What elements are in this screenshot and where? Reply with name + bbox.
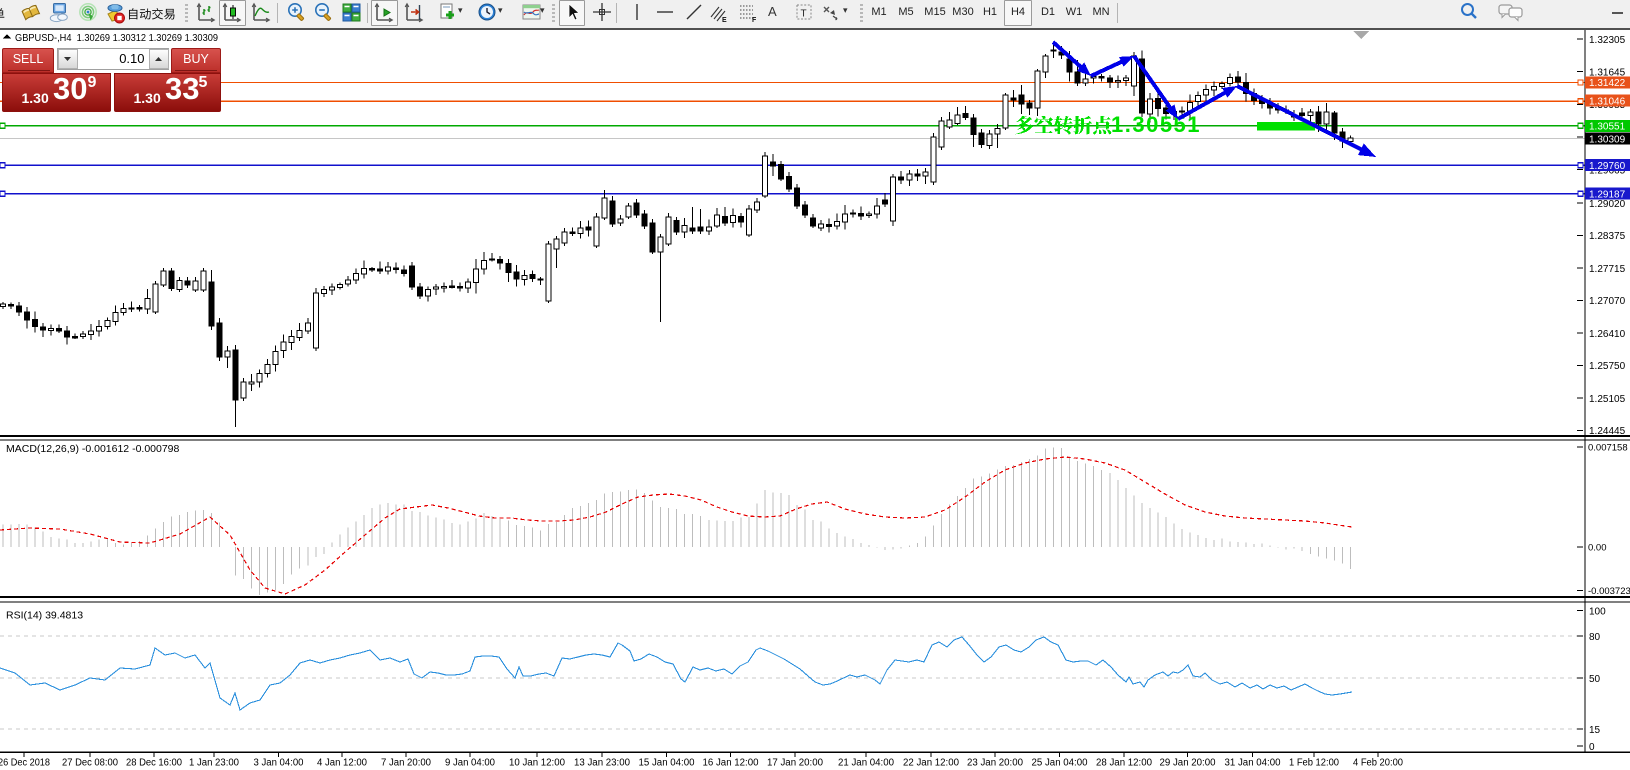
svg-text:1.29187: 1.29187 bbox=[1589, 189, 1626, 200]
svg-text:4 Jan 12:00: 4 Jan 12:00 bbox=[317, 758, 367, 769]
svg-text:GBPUSD-,H4 1.30269 1.30312 1.: GBPUSD-,H4 1.30269 1.30312 1.30269 1.303… bbox=[15, 32, 218, 44]
svg-text:-0.003723: -0.003723 bbox=[1588, 586, 1630, 597]
svg-text:F: F bbox=[752, 17, 757, 24]
svg-text:28 Dec 16:00: 28 Dec 16:00 bbox=[126, 758, 182, 769]
svg-text:1.24445: 1.24445 bbox=[1589, 426, 1626, 437]
svg-text:1.31645: 1.31645 bbox=[1589, 67, 1626, 78]
svg-text:1.26410: 1.26410 bbox=[1589, 329, 1626, 340]
svg-text:26 Dec 2018: 26 Dec 2018 bbox=[0, 758, 50, 769]
svg-text:80: 80 bbox=[1589, 632, 1601, 643]
svg-text:1.25105: 1.25105 bbox=[1589, 394, 1626, 405]
svg-text:1.27070: 1.27070 bbox=[1589, 296, 1626, 307]
svg-text:15 Jan 04:00: 15 Jan 04:00 bbox=[639, 758, 695, 769]
svg-text:1 Jan 23:00: 1 Jan 23:00 bbox=[189, 758, 239, 769]
svg-text:0: 0 bbox=[1589, 742, 1595, 753]
svg-text:13 Jan 23:00: 13 Jan 23:00 bbox=[574, 758, 630, 769]
svg-text:E: E bbox=[722, 17, 727, 24]
svg-text:3 Jan 04:00: 3 Jan 04:00 bbox=[254, 758, 304, 769]
svg-text:16 Jan 12:00: 16 Jan 12:00 bbox=[703, 758, 759, 769]
svg-text:15: 15 bbox=[1589, 725, 1601, 736]
svg-text:T: T bbox=[801, 9, 807, 20]
svg-text:1.25750: 1.25750 bbox=[1589, 361, 1626, 372]
svg-text:22 Jan 12:00: 22 Jan 12:00 bbox=[903, 758, 959, 769]
svg-text:10 Jan 12:00: 10 Jan 12:00 bbox=[509, 758, 565, 769]
svg-text:28 Jan 12:00: 28 Jan 12:00 bbox=[1096, 758, 1152, 769]
svg-text:50: 50 bbox=[1589, 674, 1601, 685]
svg-text:1.31422: 1.31422 bbox=[1589, 78, 1626, 89]
svg-text:21 Jan 04:00: 21 Jan 04:00 bbox=[838, 758, 894, 769]
svg-text:MACD(12,26,9) -0.001612 -0.000: MACD(12,26,9) -0.001612 -0.000798 bbox=[6, 443, 180, 455]
svg-text:1.32305: 1.32305 bbox=[1589, 35, 1626, 46]
svg-text:7 Jan 20:00: 7 Jan 20:00 bbox=[381, 758, 431, 769]
svg-text:1.30309: 1.30309 bbox=[1589, 134, 1626, 145]
svg-text:27 Dec 08:00: 27 Dec 08:00 bbox=[62, 758, 118, 769]
svg-text:4 Feb 20:00: 4 Feb 20:00 bbox=[1353, 758, 1403, 769]
svg-text:23 Jan 20:00: 23 Jan 20:00 bbox=[967, 758, 1023, 769]
svg-text:29 Jan 20:00: 29 Jan 20:00 bbox=[1160, 758, 1216, 769]
svg-text:1.27715: 1.27715 bbox=[1589, 264, 1626, 275]
svg-text:1.29760: 1.29760 bbox=[1589, 161, 1626, 172]
svg-text:1.30551: 1.30551 bbox=[1589, 122, 1626, 133]
svg-text:0.00: 0.00 bbox=[1588, 543, 1607, 554]
svg-text:1.29020: 1.29020 bbox=[1589, 199, 1626, 210]
svg-text:9 Jan 04:00: 9 Jan 04:00 bbox=[445, 758, 495, 769]
svg-text:0.007158: 0.007158 bbox=[1588, 443, 1628, 454]
svg-text:100: 100 bbox=[1589, 606, 1606, 617]
svg-text:17 Jan 20:00: 17 Jan 20:00 bbox=[767, 758, 823, 769]
svg-text:1.28375: 1.28375 bbox=[1589, 231, 1626, 242]
svg-text:31 Jan 04:00: 31 Jan 04:00 bbox=[1225, 758, 1281, 769]
svg-text:25 Jan 04:00: 25 Jan 04:00 bbox=[1032, 758, 1088, 769]
svg-text:1.31046: 1.31046 bbox=[1589, 97, 1626, 108]
svg-text:RSI(14) 39.4813: RSI(14) 39.4813 bbox=[6, 610, 83, 622]
svg-text:1 Feb 12:00: 1 Feb 12:00 bbox=[1289, 758, 1339, 769]
